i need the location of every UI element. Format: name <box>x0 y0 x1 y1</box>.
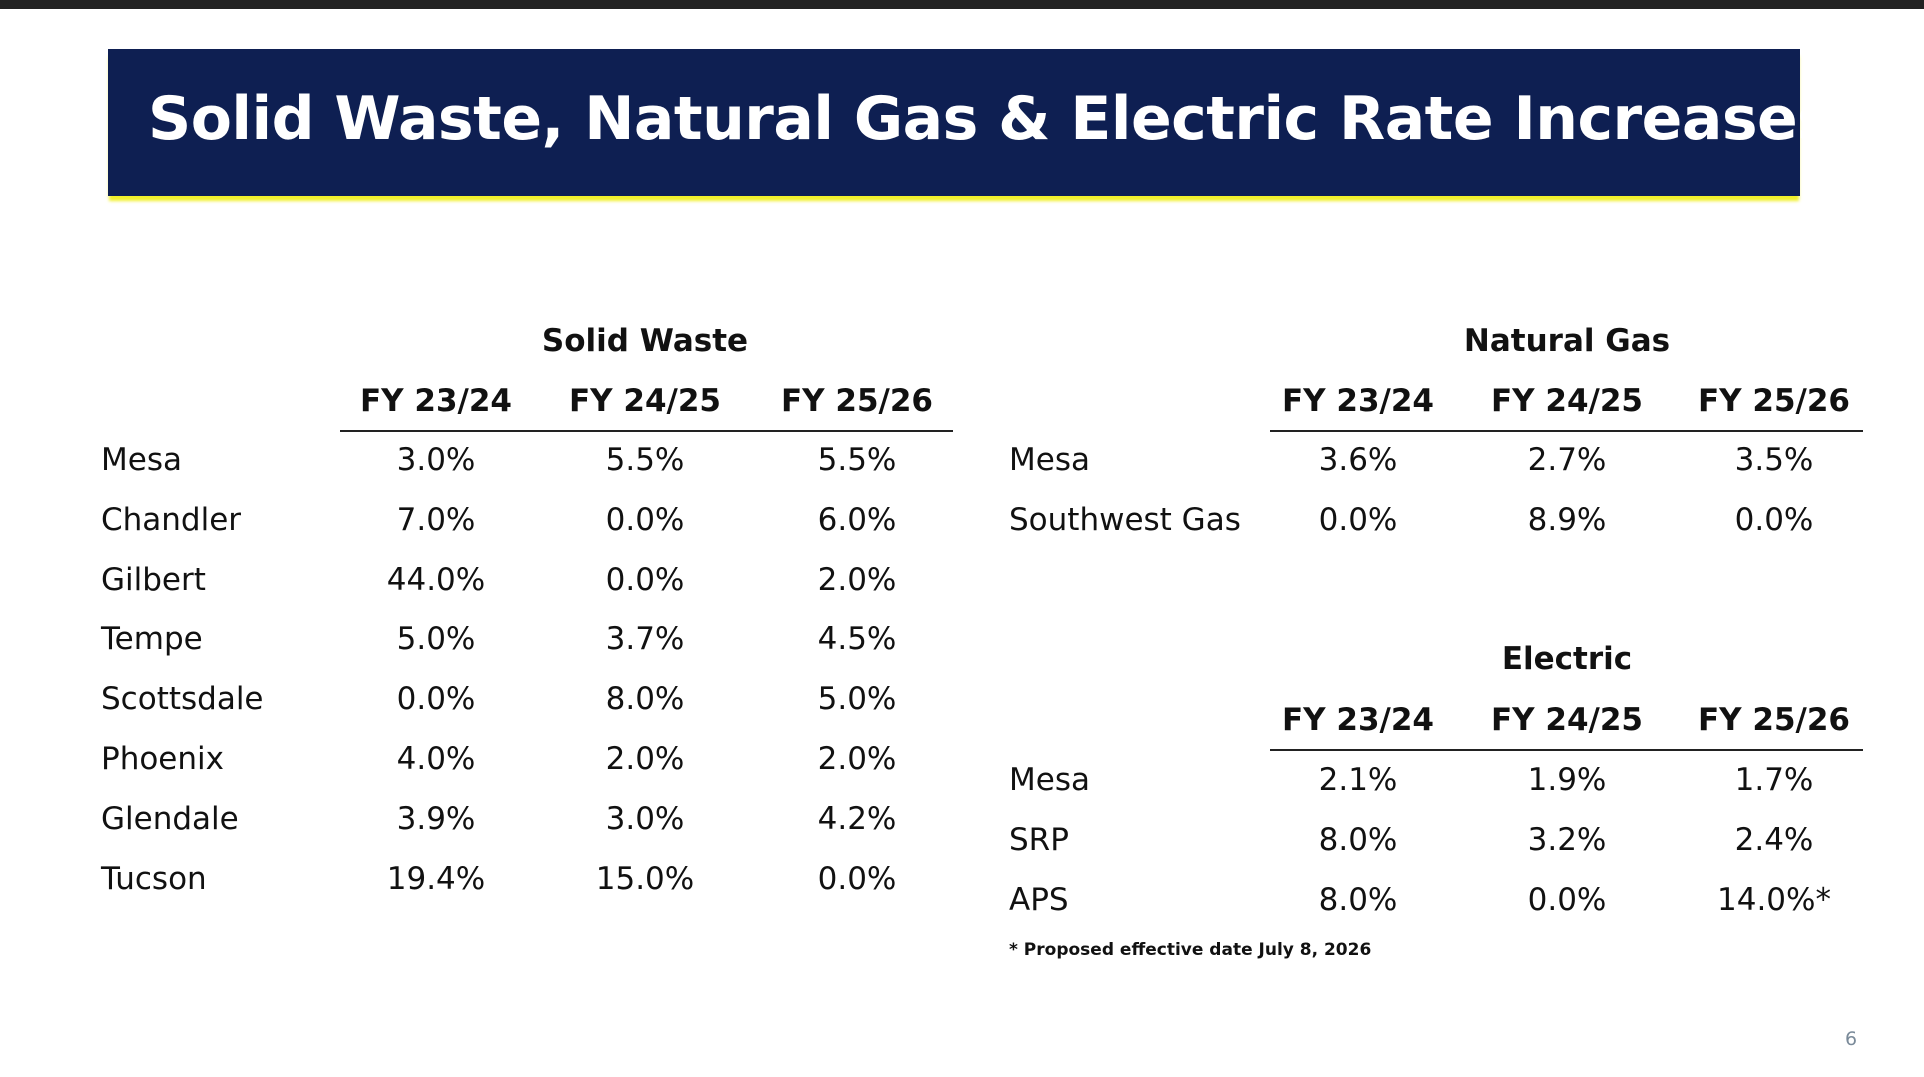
cell-value: 5.0% <box>817 681 897 718</box>
cell-value: 4.0% <box>396 741 476 777</box>
cell-value: 3.7% <box>605 621 685 658</box>
row-label: APS <box>1009 881 1069 918</box>
cell-value: 3.0% <box>396 442 476 478</box>
row-label: Mesa <box>1009 762 1090 798</box>
cell-value: 14.0%* <box>1717 881 1831 918</box>
column-header: FY 25/26 <box>1697 702 1851 738</box>
row-label: Tucson <box>101 860 207 897</box>
header-rule <box>1270 749 1863 751</box>
cell-value: 1.7% <box>1734 762 1814 798</box>
cell-value: 5.5% <box>605 442 685 478</box>
row-label: Gilbert <box>101 561 206 598</box>
row-label: Chandler <box>101 501 242 538</box>
column-header: FY 23/24 <box>1281 702 1435 738</box>
row-label: SRP <box>1009 821 1069 858</box>
section-title: Electric <box>1501 641 1633 677</box>
section-title: Natural Gas <box>1463 323 1671 359</box>
row-label: Tempe <box>101 621 203 658</box>
cell-value: 4.5% <box>817 621 897 658</box>
column-header: FY 24/25 <box>1490 383 1644 419</box>
cell-value: 8.0% <box>1318 881 1398 918</box>
cell-value: 3.9% <box>396 800 476 837</box>
section-title: Solid Waste <box>541 323 749 359</box>
cell-value: 44.0% <box>386 561 486 598</box>
cell-value: 2.0% <box>605 741 685 777</box>
cell-value: 0.0% <box>605 501 685 538</box>
cell-value: 2.1% <box>1318 762 1398 798</box>
row-label: Mesa <box>1009 442 1090 478</box>
cell-value: 3.2% <box>1527 821 1607 858</box>
cell-value: 0.0% <box>396 681 476 718</box>
row-label: Scottsdale <box>101 681 264 718</box>
cell-value: 8.9% <box>1527 501 1607 538</box>
header-rule <box>340 430 953 432</box>
cell-value: 0.0% <box>605 561 685 598</box>
cell-value: 2.7% <box>1527 442 1607 478</box>
cell-value: 0.0% <box>817 860 897 897</box>
cell-value: 19.4% <box>386 860 486 897</box>
cell-value: 2.0% <box>817 741 897 777</box>
cell-value: 0.0% <box>1318 501 1398 538</box>
cell-value: 7.0% <box>396 501 476 538</box>
cell-value: 6.0% <box>817 501 897 538</box>
cell-value: 0.0% <box>1527 881 1607 918</box>
footnote: * Proposed effective date July 8, 2026 <box>1009 940 1372 960</box>
cell-value: 0.0% <box>1734 501 1814 538</box>
row-label: Glendale <box>101 800 239 837</box>
cell-value: 8.0% <box>1318 821 1398 858</box>
slide-title: Solid Waste, Natural Gas & Electric Rate… <box>148 84 1833 154</box>
cell-value: 1.9% <box>1527 762 1607 798</box>
column-header: FY 23/24 <box>359 383 513 419</box>
title-banner: Solid Waste, Natural Gas & Electric Rate… <box>108 49 1833 196</box>
cell-value: 4.2% <box>817 800 897 837</box>
cell-value: 3.6% <box>1318 442 1398 478</box>
row-label: Southwest Gas <box>1009 501 1241 538</box>
cell-value: 5.5% <box>817 442 897 478</box>
page-number: 6 <box>1845 1028 1858 1050</box>
column-header: FY 24/25 <box>568 383 722 419</box>
cell-value: 8.0% <box>605 681 685 718</box>
cell-value: 5.0% <box>396 621 476 658</box>
header-rule <box>1270 430 1863 432</box>
column-header: FY 25/26 <box>780 383 934 419</box>
top-bar <box>0 0 1924 9</box>
cell-value: 15.0% <box>595 860 695 897</box>
row-label: Phoenix <box>101 741 224 777</box>
column-header: FY 24/25 <box>1490 702 1644 738</box>
cell-value: 2.4% <box>1734 821 1814 858</box>
cell-value: 2.0% <box>817 561 897 598</box>
row-label: Mesa <box>101 442 182 478</box>
column-header: FY 25/26 <box>1697 383 1851 419</box>
cell-value: 3.0% <box>605 800 685 837</box>
cell-value: 3.5% <box>1734 442 1814 478</box>
column-header: FY 23/24 <box>1281 383 1435 419</box>
